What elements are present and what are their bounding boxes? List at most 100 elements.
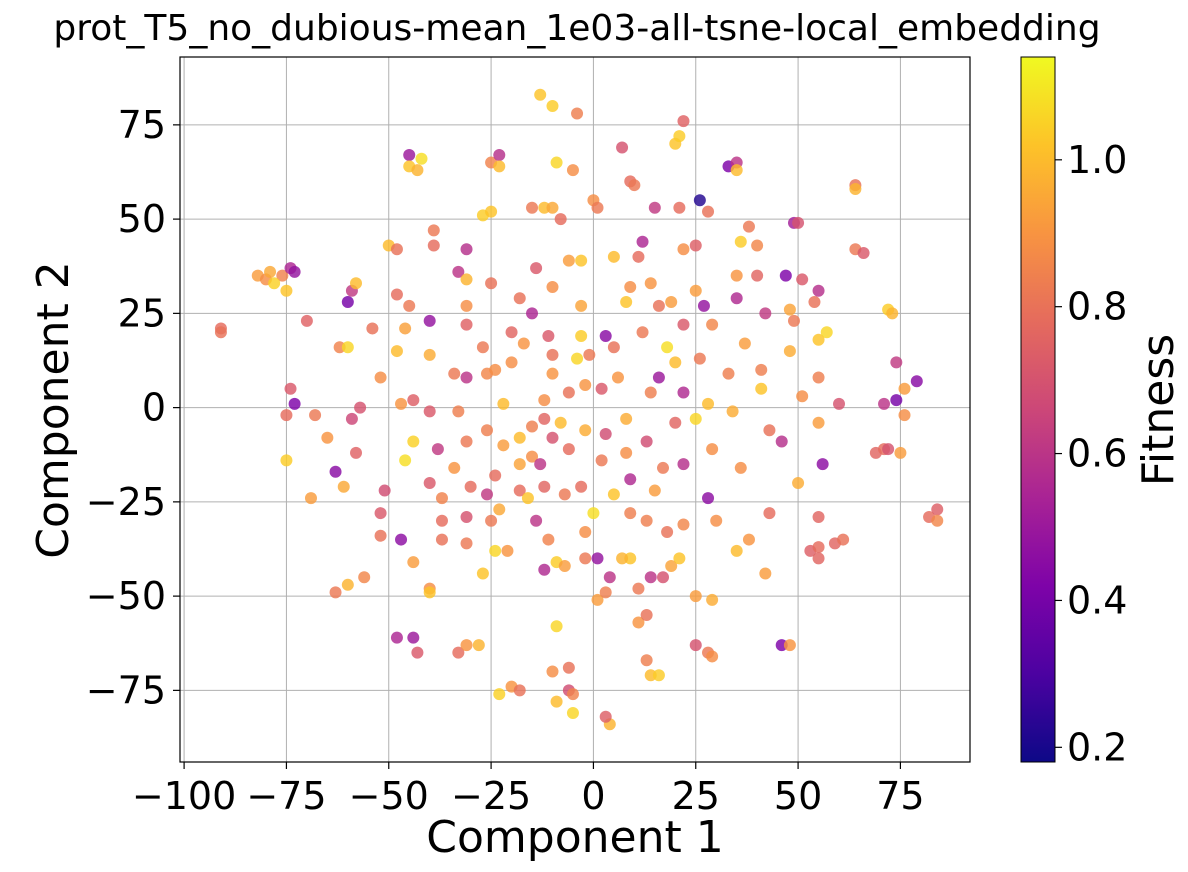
- x-tick-label: 75: [876, 774, 924, 818]
- scatter-point: [677, 386, 690, 399]
- scatter-point: [530, 262, 543, 275]
- colorbar-ticks: 0.2 0.4 0.6 0.8 1.0: [1055, 138, 1127, 769]
- scatter-point: [276, 269, 289, 282]
- scatter-point: [566, 688, 579, 701]
- scatter-point: [526, 450, 539, 463]
- colorbar-tick-label: 0.4: [1067, 578, 1127, 622]
- scatter-point: [493, 688, 506, 701]
- scatter-point: [538, 480, 551, 493]
- x-tick-label: −100: [132, 774, 236, 818]
- scatter-point: [489, 469, 502, 482]
- scatter-point: [742, 220, 755, 233]
- scatter-point: [812, 333, 825, 346]
- scatter-point: [775, 435, 788, 448]
- scatter-point: [632, 250, 645, 263]
- scatter-point: [763, 424, 776, 437]
- scatter-point: [448, 367, 461, 380]
- scatter-point: [337, 480, 350, 493]
- scatter-point: [571, 107, 584, 120]
- scatter-point: [579, 378, 592, 391]
- scatter-point: [288, 265, 301, 278]
- colorbar-tick-label: 1.0: [1067, 138, 1127, 182]
- scatter-point: [366, 322, 379, 335]
- scatter-point: [571, 352, 584, 365]
- scatter-point: [665, 296, 678, 309]
- scatter-point: [607, 250, 620, 263]
- colorbar-tick-label: 0.8: [1067, 285, 1127, 329]
- scatter-point: [742, 533, 755, 546]
- scatter-point: [300, 314, 313, 327]
- colorbar-label: Fitness: [1133, 334, 1184, 486]
- scatter-point: [546, 431, 559, 444]
- y-axis: −75 −50 −25 0 25 50 75: [86, 103, 180, 712]
- scatter-point: [730, 269, 743, 282]
- scatter-point: [644, 277, 657, 290]
- scatter-point: [358, 571, 371, 584]
- scatter-point: [280, 409, 293, 422]
- scatter-point: [493, 149, 506, 162]
- y-tick-label: 0: [142, 386, 166, 430]
- scatter-point: [538, 412, 551, 425]
- scatter-point: [493, 160, 506, 173]
- scatter-point: [480, 488, 493, 501]
- chart-title: prot_T5_no_dubious-mean_1e03-all-tsne-lo…: [53, 8, 1100, 49]
- scatter-point: [542, 329, 555, 342]
- scatter-point: [558, 488, 571, 501]
- scatter-point: [796, 273, 809, 286]
- x-tick-label: 0: [581, 774, 605, 818]
- scatter-point: [489, 363, 502, 376]
- scatter-point: [423, 405, 436, 418]
- scatter-point: [374, 507, 387, 520]
- scatter-point: [485, 277, 498, 290]
- scatter-point: [763, 507, 776, 520]
- scatter-point: [620, 446, 633, 459]
- scatter-point: [931, 503, 944, 516]
- scatter-point: [783, 303, 796, 316]
- scatter-point: [628, 179, 641, 192]
- scatter-point: [616, 141, 629, 154]
- scatter-point: [460, 537, 473, 550]
- scatter-point: [796, 390, 809, 403]
- scatter-points: [214, 88, 944, 731]
- scatter-point: [264, 265, 277, 278]
- grid: [180, 57, 970, 762]
- scatter-point: [546, 665, 559, 678]
- scatter-point: [526, 307, 539, 320]
- scatter-point: [550, 156, 563, 169]
- scatter-point: [689, 284, 702, 297]
- y-tick-label: −50: [86, 574, 166, 618]
- scatter-point: [808, 296, 821, 309]
- scatter-point: [673, 552, 686, 565]
- scatter-point: [575, 329, 588, 342]
- scatter-point: [460, 371, 473, 384]
- scatter-point: [755, 382, 768, 395]
- scatter-point: [599, 329, 612, 342]
- scatter-point: [423, 314, 436, 327]
- scatter-point: [579, 526, 592, 539]
- scatter-point: [390, 345, 403, 358]
- scatter-point: [669, 356, 682, 369]
- scatter-point: [288, 397, 301, 410]
- scatter-point: [611, 371, 624, 384]
- scatter-point: [284, 382, 297, 395]
- scatter-point: [882, 443, 895, 456]
- scatter-point: [620, 296, 633, 309]
- scatter-point: [411, 164, 424, 177]
- scatter-point: [399, 322, 412, 335]
- scatter-point: [706, 443, 719, 456]
- scatter-point: [341, 578, 354, 591]
- scatter-point: [329, 465, 342, 478]
- scatter-point: [476, 341, 489, 354]
- scatter-point: [550, 695, 563, 708]
- scatter-point: [374, 371, 387, 384]
- y-axis-label: Component 2: [28, 261, 79, 558]
- scatter-point: [566, 164, 579, 177]
- scatter-point: [677, 243, 690, 256]
- scatter-point: [460, 299, 473, 312]
- scatter-point: [886, 307, 899, 320]
- scatter-point: [636, 326, 649, 339]
- scatter-point: [677, 115, 690, 128]
- scatter-point: [706, 593, 719, 606]
- scatter-point: [702, 205, 715, 218]
- y-tick-label: −75: [86, 668, 166, 712]
